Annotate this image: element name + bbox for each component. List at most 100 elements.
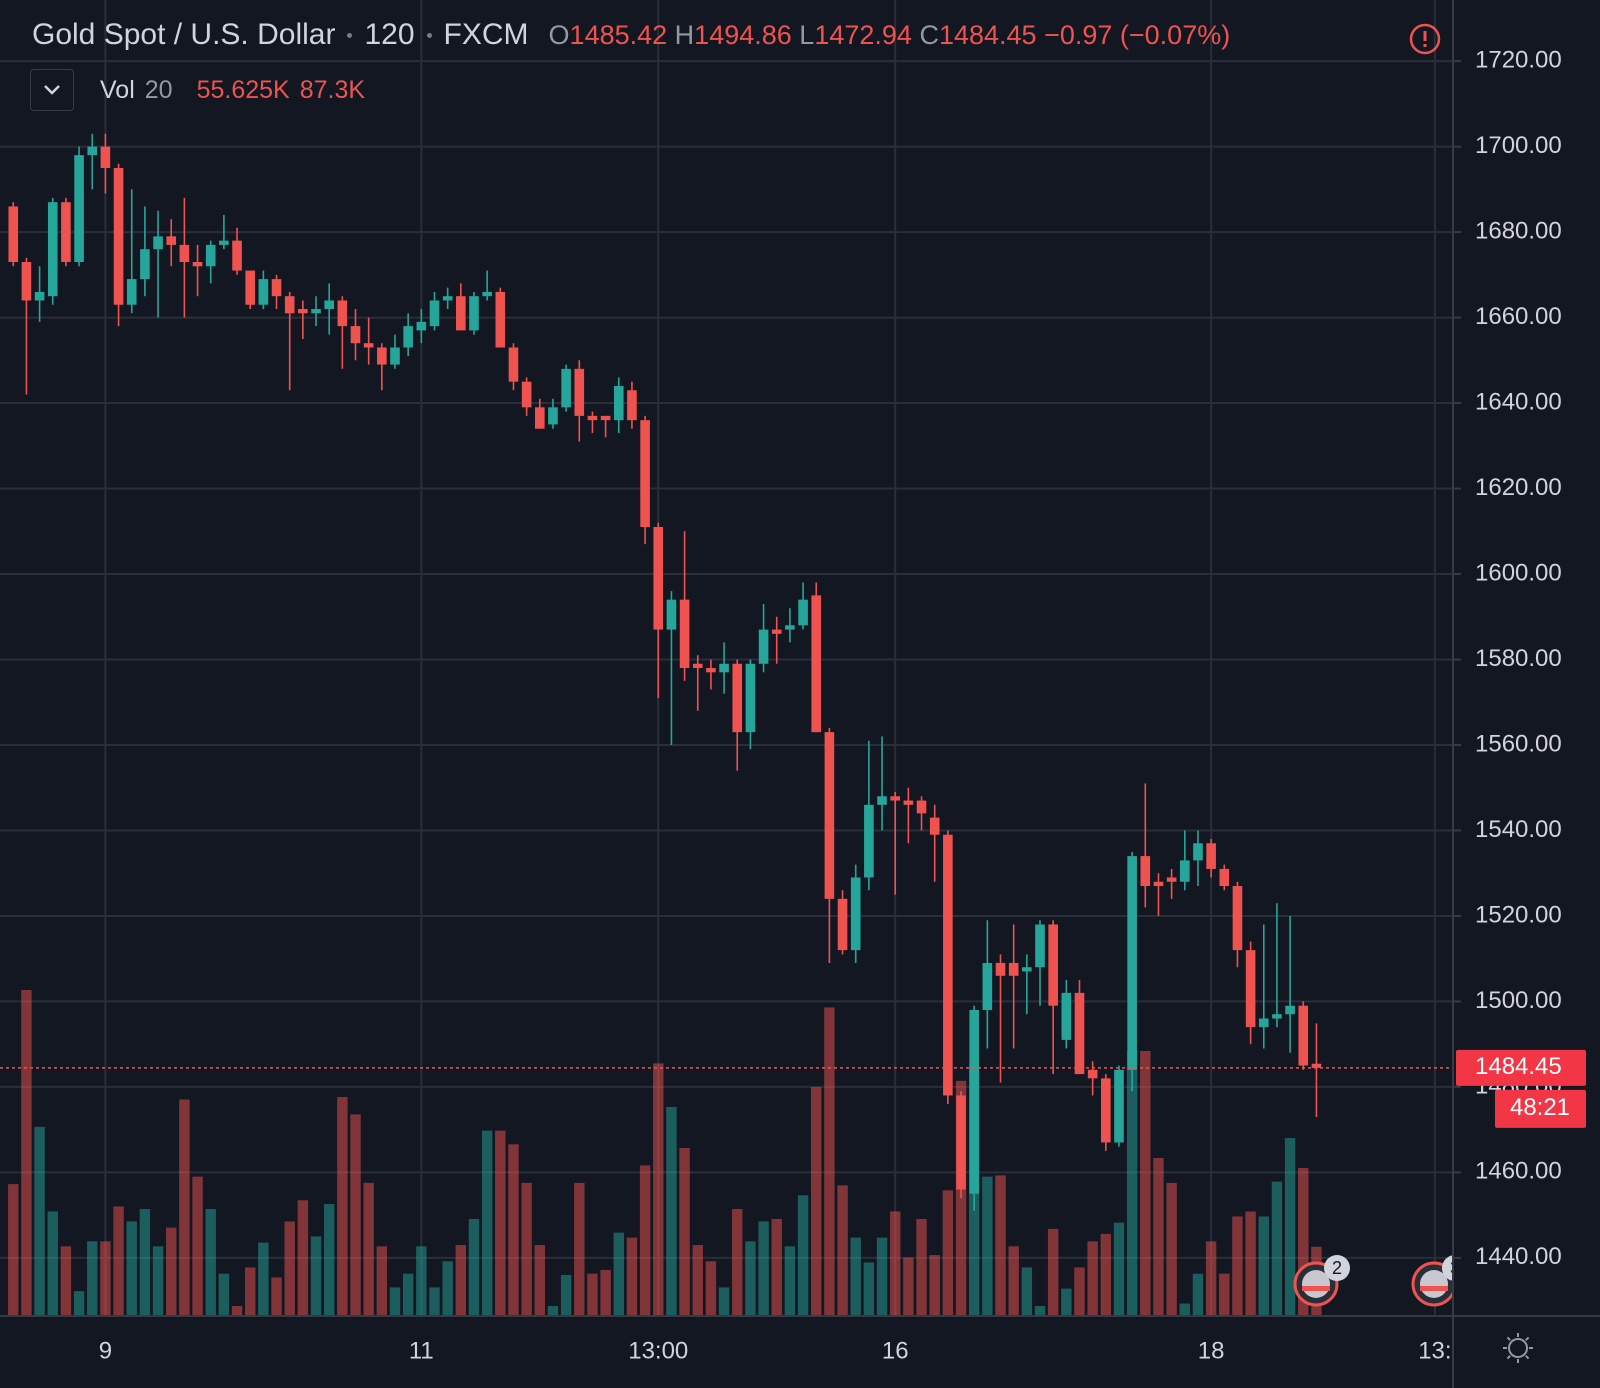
exchange: FXCM xyxy=(443,18,529,51)
candle-body xyxy=(1232,886,1243,951)
candle-body xyxy=(943,834,953,1096)
ohlc-letter: C xyxy=(919,19,939,50)
candle-body xyxy=(113,167,124,305)
volume-bar xyxy=(402,1273,414,1316)
candle-body xyxy=(1008,962,1019,976)
candle-body xyxy=(745,663,756,733)
candle-body xyxy=(798,599,808,626)
volume-bar xyxy=(179,1099,190,1316)
price-pane xyxy=(0,133,1453,1211)
alert-icon-bar xyxy=(1423,31,1427,41)
volume-bar xyxy=(337,1097,348,1316)
candle-body xyxy=(495,291,506,348)
volume-bar xyxy=(745,1241,756,1316)
candle-body xyxy=(61,202,71,263)
candle-body xyxy=(390,347,400,365)
y-tick-label: 1520.00 xyxy=(1475,901,1562,928)
volume-bar xyxy=(8,1184,19,1316)
candle-body xyxy=(508,347,519,382)
event-badge xyxy=(1442,1255,1453,1281)
volume-bar xyxy=(1179,1303,1190,1316)
x-tick-label: 18 xyxy=(1198,1337,1225,1364)
candle-body xyxy=(653,526,664,630)
candle-body xyxy=(548,407,558,425)
alert-icon[interactable] xyxy=(1409,23,1441,55)
candle-body xyxy=(627,390,637,421)
candle-body xyxy=(916,800,927,814)
volume-bar xyxy=(1008,1246,1019,1316)
volume-bar xyxy=(416,1246,427,1316)
volume-bar xyxy=(929,1255,940,1316)
candle-body xyxy=(284,296,295,314)
candle-body xyxy=(771,629,782,634)
axes: 1440.001460.001480.001500.001520.001540.… xyxy=(99,46,1586,1364)
candle-body xyxy=(995,962,1006,976)
candle-body xyxy=(969,1009,979,1194)
candle-body xyxy=(1074,992,1085,1075)
volume-bar xyxy=(1219,1273,1230,1316)
volume-bar xyxy=(231,1306,243,1316)
x-tick-label: 16 xyxy=(882,1337,909,1364)
candle-body xyxy=(982,962,993,1010)
volume-bar xyxy=(811,1087,822,1316)
collapse-button[interactable] xyxy=(30,69,74,111)
x-tick-label: 13: xyxy=(1418,1337,1451,1364)
volume-bar xyxy=(508,1144,519,1316)
candle-body xyxy=(692,663,703,669)
volume-bar xyxy=(850,1237,861,1316)
volume-bar xyxy=(258,1242,269,1316)
candle-body xyxy=(837,898,848,951)
y-tick-label: 1460.00 xyxy=(1475,1158,1562,1185)
volume-bar xyxy=(797,1195,809,1316)
volume-bar xyxy=(639,1165,651,1316)
ohlc-value: 1494.86 xyxy=(694,19,792,50)
candle-body xyxy=(706,668,716,673)
volume-bar xyxy=(192,1176,203,1316)
volume-bar xyxy=(705,1261,717,1316)
symbol-title: Gold Spot / U.S. Dollar xyxy=(32,18,336,51)
volume-bar xyxy=(468,1218,480,1316)
candle-body xyxy=(732,663,743,733)
candle-body xyxy=(258,279,269,305)
volume-pane xyxy=(8,990,1322,1316)
candle-body xyxy=(666,599,677,630)
volume-bar xyxy=(60,1246,72,1316)
volume-bar xyxy=(1087,1241,1098,1316)
volume-bar xyxy=(139,1208,151,1316)
countdown-label: 48:21 xyxy=(1510,1094,1570,1121)
candle-body xyxy=(74,155,84,263)
volume-bar xyxy=(481,1130,493,1316)
candle-body xyxy=(205,244,216,267)
candle-body xyxy=(850,877,861,951)
candle-body xyxy=(1035,924,1045,968)
volume-bar xyxy=(1298,1167,1309,1316)
volume-bar xyxy=(1245,1211,1256,1316)
volume-bar xyxy=(955,1080,967,1316)
volume-bar xyxy=(1284,1138,1296,1316)
volume-bar xyxy=(87,1241,98,1316)
y-tick-label: 1680.00 xyxy=(1475,217,1562,244)
price-axis-panel xyxy=(1453,0,1600,1388)
candle-body xyxy=(47,202,58,297)
candle-body xyxy=(640,420,650,527)
volume-bar xyxy=(982,1176,993,1316)
volume-label: Vol xyxy=(100,75,135,104)
y-tick-label: 1440.00 xyxy=(1475,1243,1562,1270)
candle-body xyxy=(561,368,571,408)
settings-icon[interactable] xyxy=(1503,1333,1533,1363)
separator xyxy=(347,32,353,38)
volume-ma: 87.3K xyxy=(299,75,366,104)
event-badge xyxy=(1324,1255,1350,1281)
candle-body xyxy=(311,309,321,314)
alert-icon-ring xyxy=(1409,23,1441,55)
volume-bar xyxy=(995,1175,1006,1316)
candle-body xyxy=(8,206,19,263)
candle-body xyxy=(1087,1069,1098,1079)
candle-body xyxy=(337,300,348,327)
candle-body xyxy=(271,279,282,297)
candle-body xyxy=(1114,1069,1124,1143)
change: −0.97 (−0.07%) xyxy=(1044,19,1231,50)
candle-body xyxy=(192,262,203,267)
candle-body xyxy=(600,415,611,421)
